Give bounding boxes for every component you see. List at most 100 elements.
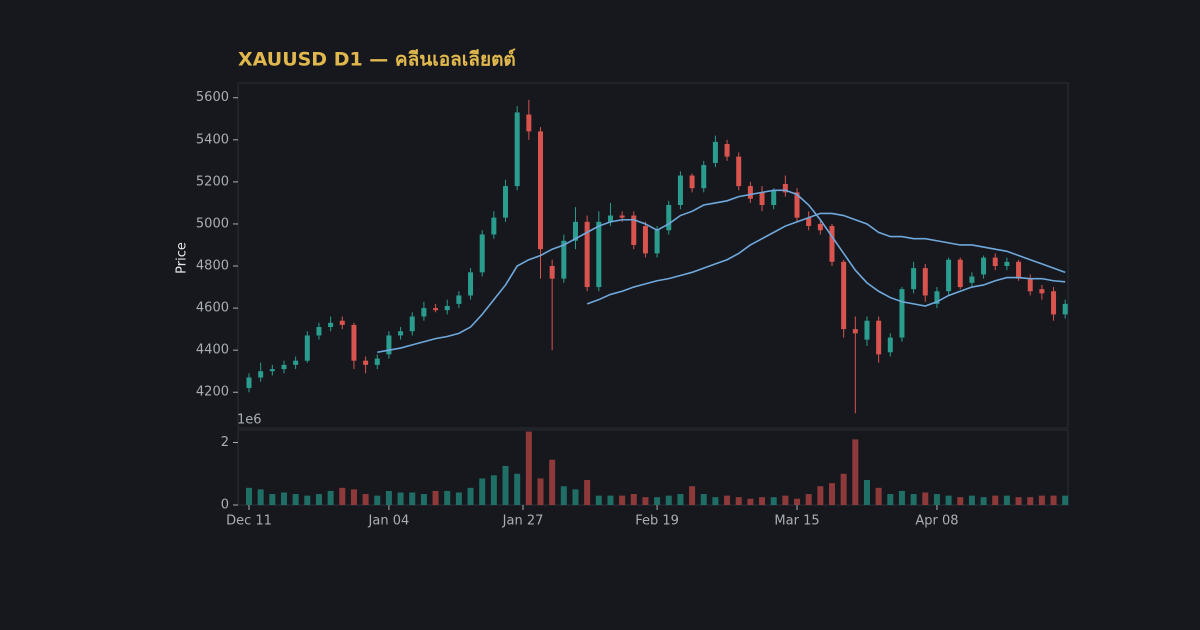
candle-body — [712, 141, 718, 163]
volume-bar — [257, 489, 264, 505]
candle-body — [1062, 303, 1068, 315]
volume-bar — [619, 495, 626, 505]
volume-bar — [805, 494, 812, 505]
candle-body — [479, 234, 485, 273]
volume-bar — [817, 486, 824, 505]
candle-body — [771, 190, 777, 206]
volume-bar — [315, 494, 322, 505]
candle-body — [794, 192, 800, 218]
x-tick-label: Dec 11 — [226, 514, 272, 529]
volume-bar — [992, 495, 999, 505]
y-tick-label: 5000 — [196, 216, 229, 231]
volume-bar — [980, 497, 987, 505]
volume-bar — [630, 494, 637, 505]
volume-bar — [875, 487, 882, 505]
candle-body — [596, 221, 602, 288]
volume-bar — [327, 490, 334, 505]
moving-average-line — [586, 212, 1066, 305]
volume-bar — [246, 487, 252, 505]
volume-bar — [700, 494, 707, 505]
candle-body — [269, 369, 275, 372]
candle-body — [363, 360, 369, 365]
volume-bar — [269, 494, 276, 505]
candle-body — [631, 215, 637, 245]
candle-body — [584, 221, 590, 288]
candle-body — [829, 226, 835, 262]
candle-body — [876, 320, 882, 355]
volume-bar — [1050, 495, 1057, 505]
candle-body — [852, 329, 858, 334]
x-tick-label: Jan 04 — [368, 514, 410, 529]
volume-bar — [455, 492, 462, 505]
candle-body — [747, 186, 753, 199]
volume-bar — [502, 465, 509, 505]
volume-bar — [747, 498, 754, 505]
candle-body — [1027, 278, 1033, 292]
volume-bar — [933, 494, 940, 505]
volume-bar — [968, 495, 975, 505]
y-tick-label: 4200 — [196, 385, 229, 400]
candle-body — [992, 257, 998, 267]
x-tick-label: Feb 19 — [635, 514, 679, 529]
volume-bar — [362, 494, 369, 505]
volume-bar — [467, 487, 474, 505]
volume-bar — [537, 478, 544, 505]
candle-body — [841, 261, 847, 330]
volume-bar — [724, 495, 731, 505]
candle-body — [351, 324, 357, 361]
volume-bar — [420, 494, 427, 505]
volume-bar — [432, 490, 439, 505]
candle-body — [806, 217, 812, 227]
candle-body — [701, 165, 707, 189]
volume-bar — [759, 497, 766, 505]
candle-body — [246, 377, 252, 389]
candle-body — [561, 240, 567, 279]
moving-average-line — [377, 189, 1066, 354]
candle-body — [642, 226, 648, 254]
volume-bar — [339, 487, 346, 505]
volume-bar — [887, 494, 894, 505]
candle-body — [887, 337, 893, 353]
volume-bar — [782, 495, 789, 505]
volume-y-tick-label: 2 — [221, 435, 229, 450]
candle-body — [503, 186, 509, 218]
candle-body — [759, 192, 765, 206]
volume-bar — [1003, 495, 1010, 505]
candle-body — [934, 291, 940, 304]
volume-bar — [794, 498, 801, 505]
volume-bar — [689, 486, 696, 505]
candle-body — [538, 131, 543, 250]
volume-bar — [479, 478, 486, 505]
candle-body — [456, 295, 462, 304]
candle-body — [374, 358, 380, 365]
x-tick-label: Jan 27 — [502, 514, 544, 529]
candle-body — [782, 183, 788, 193]
candle-body — [1039, 289, 1045, 294]
y-tick-label: 5600 — [196, 90, 229, 105]
y-tick-label: 4400 — [196, 343, 229, 358]
volume-bar — [1062, 495, 1069, 505]
volume-bar — [840, 473, 847, 505]
candle-body — [433, 308, 439, 311]
candle-body — [316, 327, 322, 336]
candle-body — [328, 322, 334, 328]
candle-body — [899, 289, 905, 338]
y-tick-label: 4600 — [196, 301, 229, 316]
volume-offset-label: 1e6 — [237, 413, 262, 428]
volume-bar — [898, 490, 905, 505]
volume-bar — [642, 497, 649, 505]
volume-bar — [607, 495, 614, 505]
volume-bar — [350, 489, 357, 505]
candle-body — [386, 335, 392, 355]
candle-body — [922, 268, 928, 296]
volume-bar — [1015, 497, 1022, 505]
y-tick-label: 5200 — [196, 174, 229, 189]
x-tick-label: Apr 08 — [915, 514, 958, 529]
volume-bar — [665, 495, 672, 505]
candle-body — [398, 331, 404, 336]
candle-body — [468, 272, 474, 296]
candle-body — [1051, 291, 1057, 315]
candle-body — [957, 259, 963, 288]
volume-bar — [654, 497, 661, 505]
